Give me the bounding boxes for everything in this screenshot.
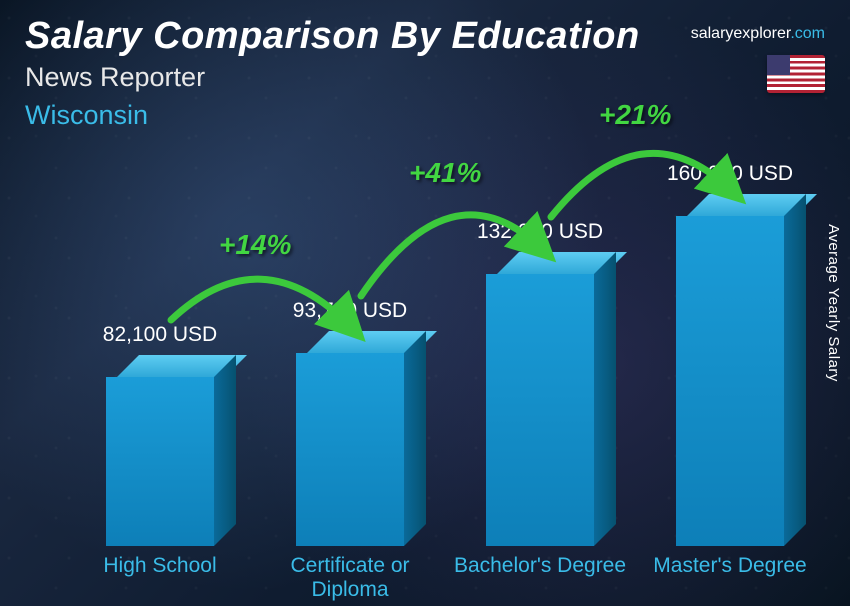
bar-chart: 82,100 USDHigh School93,700 USDCertifica…: [50, 166, 800, 546]
y-axis-label: Average Yearly Salary: [825, 224, 842, 382]
bar-category-label: High School: [70, 554, 250, 578]
chart-subtitle: News Reporter: [25, 62, 205, 93]
percent-increase-label: +14%: [219, 229, 291, 261]
bar-front-face: [106, 377, 214, 546]
bar-front-face: [486, 274, 594, 546]
bar: [486, 252, 594, 546]
bar-value-label: 82,100 USD: [60, 323, 260, 347]
chart-title: Salary Comparison By Education: [25, 15, 640, 58]
chart-location: Wisconsin: [25, 100, 148, 131]
flag-icon: [767, 55, 825, 93]
bar-value-label: 160,000 USD: [630, 162, 830, 186]
bar-category-label: Certificate or Diploma: [260, 554, 440, 602]
bar: [296, 331, 404, 546]
bar: [676, 194, 784, 546]
bar-value-label: 93,700 USD: [250, 299, 450, 323]
bar-side-face: [404, 331, 426, 546]
bar-side-face: [214, 355, 236, 546]
bar-category-label: Bachelor's Degree: [450, 554, 630, 578]
bar-front-face: [676, 216, 784, 546]
bar-side-face: [784, 194, 806, 546]
bar-front-face: [296, 353, 404, 546]
brand-suffix: .com: [790, 25, 825, 42]
percent-increase-label: +41%: [409, 157, 481, 189]
chart-container: Salary Comparison By Education News Repo…: [0, 0, 850, 606]
bar-category-label: Master's Degree: [640, 554, 820, 578]
bar-value-label: 132,000 USD: [440, 220, 640, 244]
bar: [106, 355, 214, 546]
brand-text: salaryexplorer: [691, 25, 791, 42]
brand-logo: salaryexplorer.com: [691, 25, 825, 43]
percent-increase-label: +21%: [599, 99, 671, 131]
bar-side-face: [594, 252, 616, 546]
